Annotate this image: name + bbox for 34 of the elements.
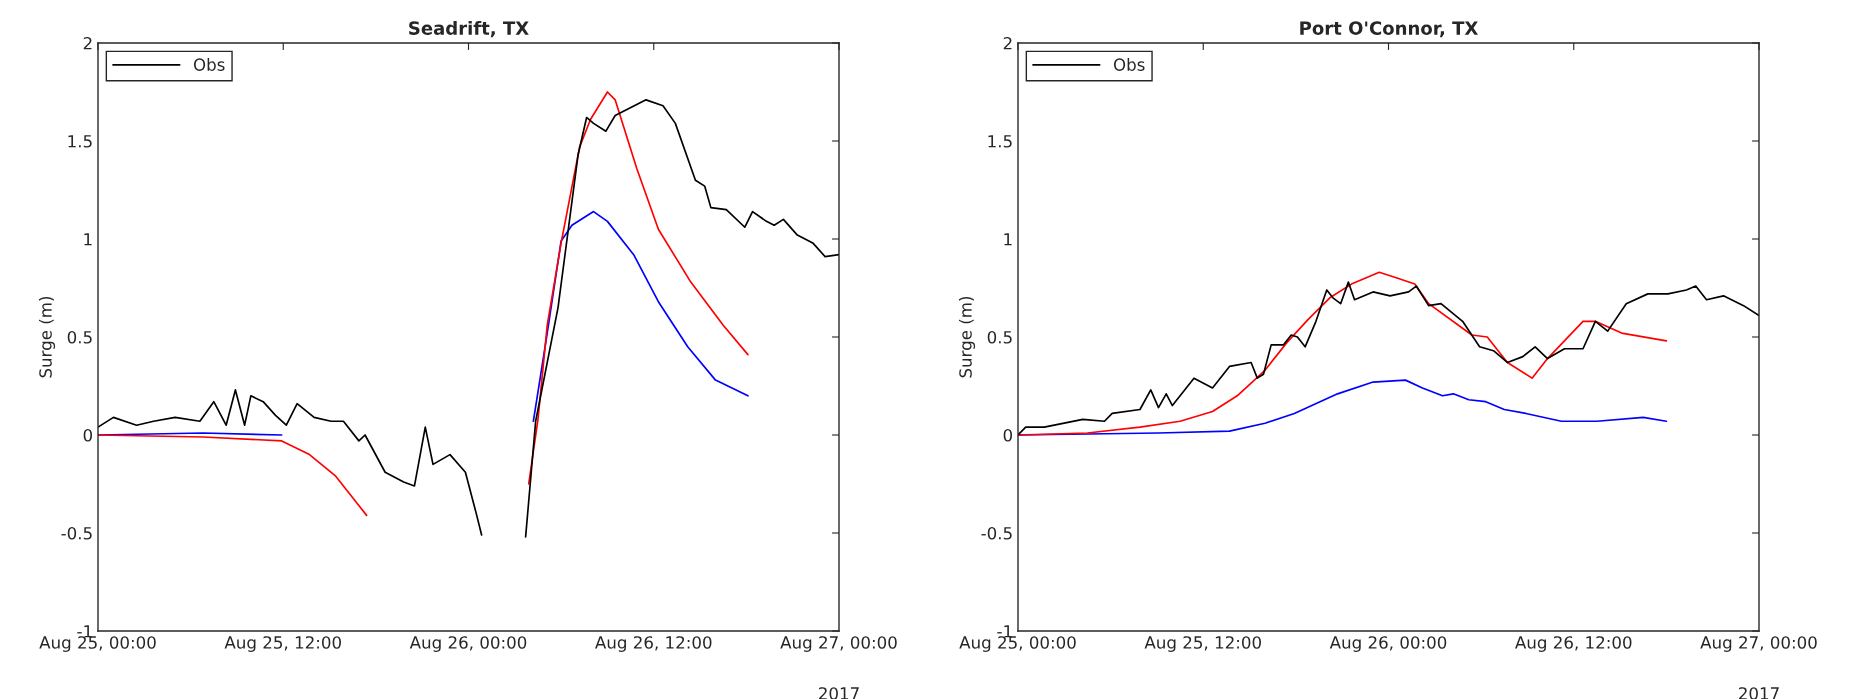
x-tick-label: Aug 25, 00:00 — [39, 636, 156, 652]
x-tick-label: Aug 25, 12:00 — [224, 636, 341, 652]
legend-label: Obs — [193, 58, 225, 71]
y-tick-label: -1 — [77, 625, 92, 638]
x-tick-label: Aug 26, 00:00 — [409, 636, 527, 652]
x-tick-label: Aug 26, 00:00 — [1329, 636, 1447, 652]
chart-title: Port O'Connor, TX — [1300, 21, 1478, 38]
x-tick-label: Aug 25, 00:00 — [959, 636, 1076, 652]
y-tick-label: 1.5 — [988, 135, 1012, 148]
y-tick-label: -0.5 — [61, 526, 92, 540]
y-axis-title: Surge (m) — [38, 296, 56, 378]
text: 2017 — [1739, 687, 1779, 699]
y-tick-label: 2 — [1003, 36, 1012, 50]
y-tick-label: 1 — [84, 233, 92, 246]
y-tick-label: 0.5 — [67, 330, 92, 344]
y-tick-label: -0.5 — [981, 526, 1012, 540]
y-tick-label: 1 — [1004, 233, 1012, 246]
y-tick-label: 0 — [1003, 428, 1013, 442]
y-tick-label: -1 — [997, 625, 1012, 638]
x-tick-label: Aug 25, 12:00 — [1144, 636, 1261, 652]
x-tick-label: Aug 26, 12:00 — [595, 636, 712, 652]
legend-label: Obs — [1113, 58, 1145, 71]
line-series — [1018, 281, 1759, 436]
text: 2017 — [819, 687, 859, 699]
chart-title: Seadrift, TX — [409, 20, 529, 38]
y-tick-label: 1.5 — [68, 135, 92, 148]
x-tick-label: Aug 26, 12:00 — [1515, 636, 1632, 652]
y-axis-title: Surge (m) — [958, 296, 976, 378]
x-tick-label: Aug 27, 00:00 — [1700, 636, 1817, 652]
y-tick-label: 0 — [83, 428, 93, 442]
x-tick-label: Aug 27, 00:00 — [780, 636, 897, 652]
line-series — [1018, 271, 1668, 436]
y-tick-label: 2 — [83, 36, 92, 50]
y-tick-label: 0.5 — [987, 330, 1012, 344]
